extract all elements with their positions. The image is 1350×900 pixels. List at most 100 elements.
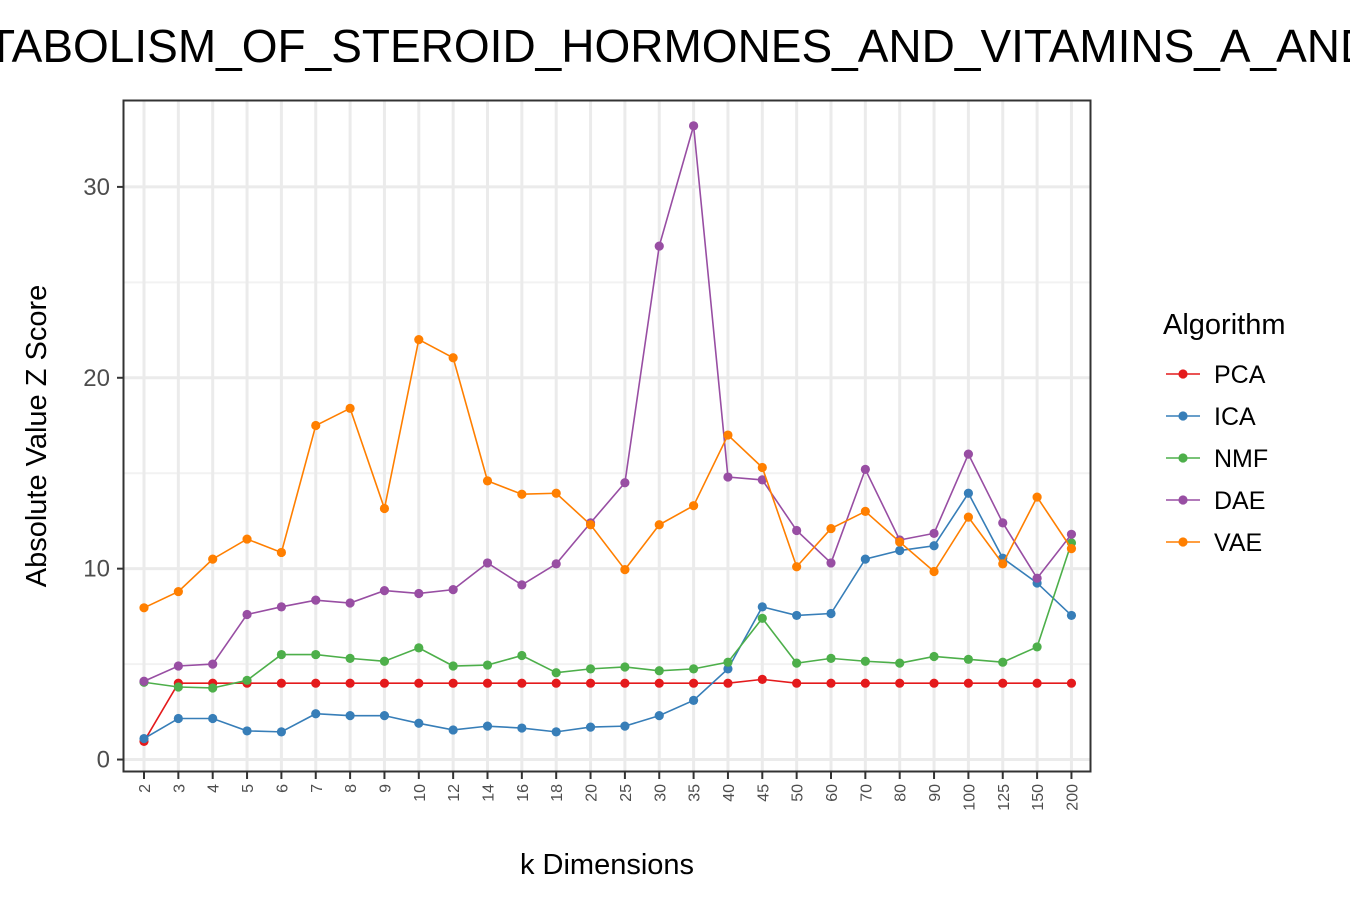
data-point-nmf xyxy=(276,649,286,660)
data-point-dae xyxy=(792,525,802,536)
legend-key-point xyxy=(1178,495,1188,505)
data-point-vae xyxy=(276,547,286,558)
x-tick-label: 14 xyxy=(481,784,498,802)
data-point-pca xyxy=(379,678,390,688)
data-point-ica xyxy=(757,602,767,612)
x-tick-label: 12 xyxy=(446,784,463,802)
data-point-pca xyxy=(689,678,699,688)
data-point-vae xyxy=(895,537,905,547)
data-point-ica xyxy=(895,545,905,556)
data-point-nmf xyxy=(620,662,630,672)
x-axis: 2 3 4 5 6 7 8 9 10 12 14 16 18 20 25 30 35 40 45 50 60 70 80 90… xyxy=(137,771,1081,811)
legend-key-point xyxy=(1178,369,1188,379)
data-point-ica xyxy=(1066,610,1077,621)
series-nmf xyxy=(139,538,1077,693)
data-point-pca xyxy=(1032,678,1042,688)
data-point-pca xyxy=(1066,678,1077,688)
data-point-dae xyxy=(998,518,1008,528)
x-axis-title: k Dimensions xyxy=(520,849,694,881)
data-point-dae xyxy=(311,595,321,605)
data-point-nmf xyxy=(379,656,390,666)
data-point-ica xyxy=(620,721,630,731)
data-point-ica xyxy=(379,711,390,721)
data-point-vae xyxy=(1066,544,1077,554)
data-point-vae xyxy=(311,420,321,431)
data-point-pca xyxy=(345,678,355,688)
data-point-ica xyxy=(242,726,252,736)
data-point-vae xyxy=(620,565,630,575)
data-point-pca xyxy=(482,678,493,688)
y-axis-title: Absolute Value Z Score xyxy=(21,285,53,588)
x-tick-label: 200 xyxy=(1064,784,1081,811)
data-point-dae xyxy=(482,558,493,568)
data-point-dae xyxy=(860,464,870,475)
data-point-pca xyxy=(895,678,905,688)
x-tick-label: 90 xyxy=(927,784,944,802)
data-point-dae xyxy=(448,585,458,595)
data-point-pca xyxy=(517,678,527,688)
legend-item-pca: PCA xyxy=(1166,361,1266,389)
series-lines xyxy=(139,121,1077,747)
x-tick-label: 5 xyxy=(240,784,257,793)
data-point-ica xyxy=(414,718,424,728)
data-point-ica xyxy=(139,733,149,744)
data-point-ica xyxy=(551,727,561,737)
data-point-vae xyxy=(689,501,699,511)
data-point-nmf xyxy=(1032,642,1042,652)
data-point-dae xyxy=(208,659,218,669)
x-tick-label: 4 xyxy=(206,784,223,793)
data-point-vae xyxy=(208,554,218,564)
data-point-pca xyxy=(551,678,561,688)
data-point-pca xyxy=(723,678,733,688)
data-point-ica xyxy=(517,723,527,733)
data-point-vae xyxy=(482,476,493,486)
data-point-nmf xyxy=(208,683,218,693)
x-tick-label: 45 xyxy=(755,784,772,802)
data-point-nmf xyxy=(173,682,183,692)
legend-item-vae: VAE xyxy=(1166,529,1262,557)
data-point-pca xyxy=(860,678,870,688)
data-point-dae xyxy=(139,676,149,686)
data-point-vae xyxy=(654,520,664,530)
legend-label: VAE xyxy=(1214,529,1262,557)
data-point-pca xyxy=(963,678,974,688)
data-point-ica xyxy=(482,721,493,731)
data-point-ica xyxy=(929,541,939,551)
data-point-dae xyxy=(654,241,664,251)
x-tick-label: 35 xyxy=(687,784,704,802)
data-point-dae xyxy=(620,478,630,488)
x-tick-label: 18 xyxy=(549,784,566,802)
y-tick-label: 10 xyxy=(83,556,110,583)
legend-title: Algorithm xyxy=(1163,309,1286,341)
data-point-nmf xyxy=(654,666,664,676)
data-point-vae xyxy=(139,603,149,613)
data-point-ica xyxy=(963,488,974,498)
data-point-vae xyxy=(345,403,355,413)
data-point-ica xyxy=(654,711,664,721)
data-point-vae xyxy=(929,566,939,577)
data-point-pca xyxy=(414,678,424,688)
series-line-nmf xyxy=(143,542,1073,689)
plot-border xyxy=(122,99,1092,773)
data-point-dae xyxy=(1066,529,1077,539)
legend-label: PCA xyxy=(1214,361,1266,389)
data-point-ica xyxy=(345,711,355,721)
data-point-dae xyxy=(414,588,424,599)
data-point-dae xyxy=(929,528,939,538)
data-point-nmf xyxy=(345,653,355,663)
y-tick-label: 0 xyxy=(97,747,110,774)
data-point-pca xyxy=(929,678,939,688)
chart-title: METABOLISM_OF_STEROID_HORMONES_AND_VITAM… xyxy=(0,20,1350,72)
legend-label: ICA xyxy=(1214,403,1256,431)
data-point-vae xyxy=(757,462,767,473)
data-point-vae xyxy=(792,562,802,572)
legend-key-point xyxy=(1178,537,1188,547)
x-tick-label: 40 xyxy=(721,784,738,802)
x-tick-label: 3 xyxy=(171,784,188,793)
data-point-ica xyxy=(723,664,733,674)
legend: Algorithm PCA ICA NMF DAE VAE xyxy=(1163,309,1286,557)
data-point-vae xyxy=(414,335,424,345)
data-point-dae xyxy=(1032,573,1042,583)
data-point-vae xyxy=(242,534,252,544)
data-point-vae xyxy=(963,512,974,522)
